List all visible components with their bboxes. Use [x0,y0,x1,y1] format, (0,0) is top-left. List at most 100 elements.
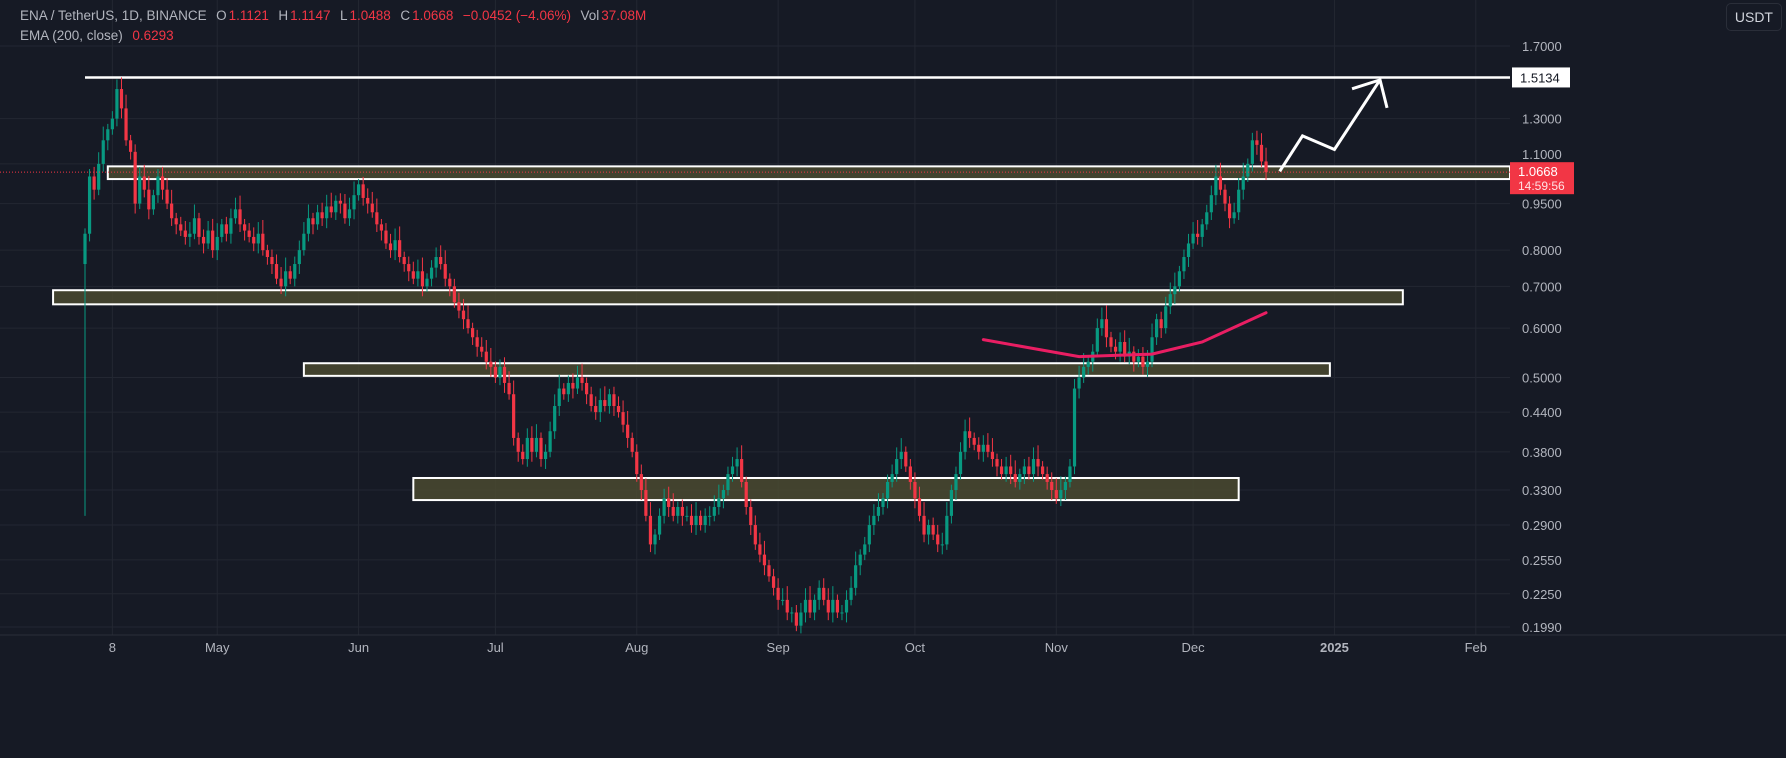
high-value: 1.1147 [290,8,331,23]
candle-body [434,257,438,268]
candle-body [288,271,292,279]
candle-body [785,599,789,613]
y-tick-label: 0.2550 [1522,553,1562,568]
candle-body [913,481,917,499]
candle-body [516,437,520,452]
candle-body [461,310,466,320]
candle-body [630,437,634,452]
candle-body [165,189,169,204]
candle-body [1054,490,1058,499]
y-tick-label: 1.1000 [1522,147,1562,162]
candle-body [498,366,502,378]
candle-body [1050,481,1054,491]
candle-body [1182,257,1186,272]
candle-body [844,599,849,613]
time-axis [0,635,1786,758]
candle-body [995,459,999,467]
candle-body [388,243,393,251]
candle-body [160,176,165,190]
candle-body [908,466,912,482]
candle-body [553,406,557,432]
candle-body [1109,337,1113,347]
candle-body [1141,356,1145,367]
ema-label[interactable]: EMA (200, close) [20,28,123,43]
candle-body [680,506,684,516]
candle-body [425,278,429,287]
candle-body [726,474,730,491]
y-tick-label: 0.7000 [1522,279,1562,294]
candle-body [854,565,858,588]
candle-body [767,565,771,577]
candle-body [598,400,602,413]
legend: ENA / TetherUS, 1D, BINANCE O 1.1121 H 1.1… [20,6,648,46]
price-axis [1510,0,1786,758]
x-tick-label: Jun [348,640,369,655]
currency-button[interactable]: USDT [1725,3,1782,31]
symbol-title[interactable]: ENA / TetherUS, 1D, BINANCE [20,8,207,23]
candle-body [375,212,379,225]
candle-body [790,612,794,614]
candle-body [521,451,525,460]
candle-body [639,474,643,491]
candle-body [1082,366,1086,378]
candle-body [904,451,908,467]
candle-body [311,218,315,225]
candle-body [899,451,903,460]
candle-body [1237,189,1241,213]
candle-body [1186,243,1191,258]
candle-body [603,400,607,407]
candle-body [1218,176,1223,190]
candle-body [534,437,539,452]
support-resistance-zone [52,289,1404,306]
candle-body [977,444,981,452]
candle-body [252,236,256,244]
volume-value: 37.08M [601,8,647,23]
candle-body [1232,212,1236,219]
candle-body [607,394,611,407]
support-resistance-zone [412,476,1240,502]
candle-body [794,612,798,626]
candle-body [1072,388,1077,467]
candle-body [771,576,776,588]
candle-body [1018,474,1022,482]
candle-body [284,271,288,287]
x-tick-label: Dec [1182,640,1206,655]
candle-body [712,506,716,516]
candle-body [352,195,356,210]
candle-body [1241,176,1245,190]
y-tick-label: 0.6000 [1522,321,1562,336]
candle-body [635,451,639,475]
candle-body [170,203,174,219]
x-tick-label: Jul [487,640,504,655]
candle-body [448,278,452,287]
low-value: 1.0488 [349,8,391,23]
candle-body [1136,356,1140,362]
candle-body [1077,377,1081,389]
candle-body [822,587,826,600]
candle-body [931,525,935,535]
candle-body [703,515,707,526]
low-label: L [339,8,348,23]
candle-body [835,599,839,613]
x-tick-label: Feb [1465,640,1487,655]
candle-body [1214,176,1218,196]
y-tick-label: 0.3800 [1522,445,1562,460]
candle-body [265,250,269,258]
candle-body [575,377,580,389]
open-value: 1.1121 [228,8,269,23]
candle-body [502,366,507,383]
candle-body [1145,361,1150,367]
candle-body [730,466,735,475]
countdown-label: 14:59:56 [1518,179,1565,193]
candle-body [1027,466,1031,475]
candle-body [507,382,511,395]
candle-body [968,431,972,438]
candle-body [945,515,949,545]
candle-body [156,176,160,196]
candle-body [151,195,155,210]
candle-body [1209,195,1213,213]
candle-body [411,271,415,279]
candle-body [1022,466,1026,475]
